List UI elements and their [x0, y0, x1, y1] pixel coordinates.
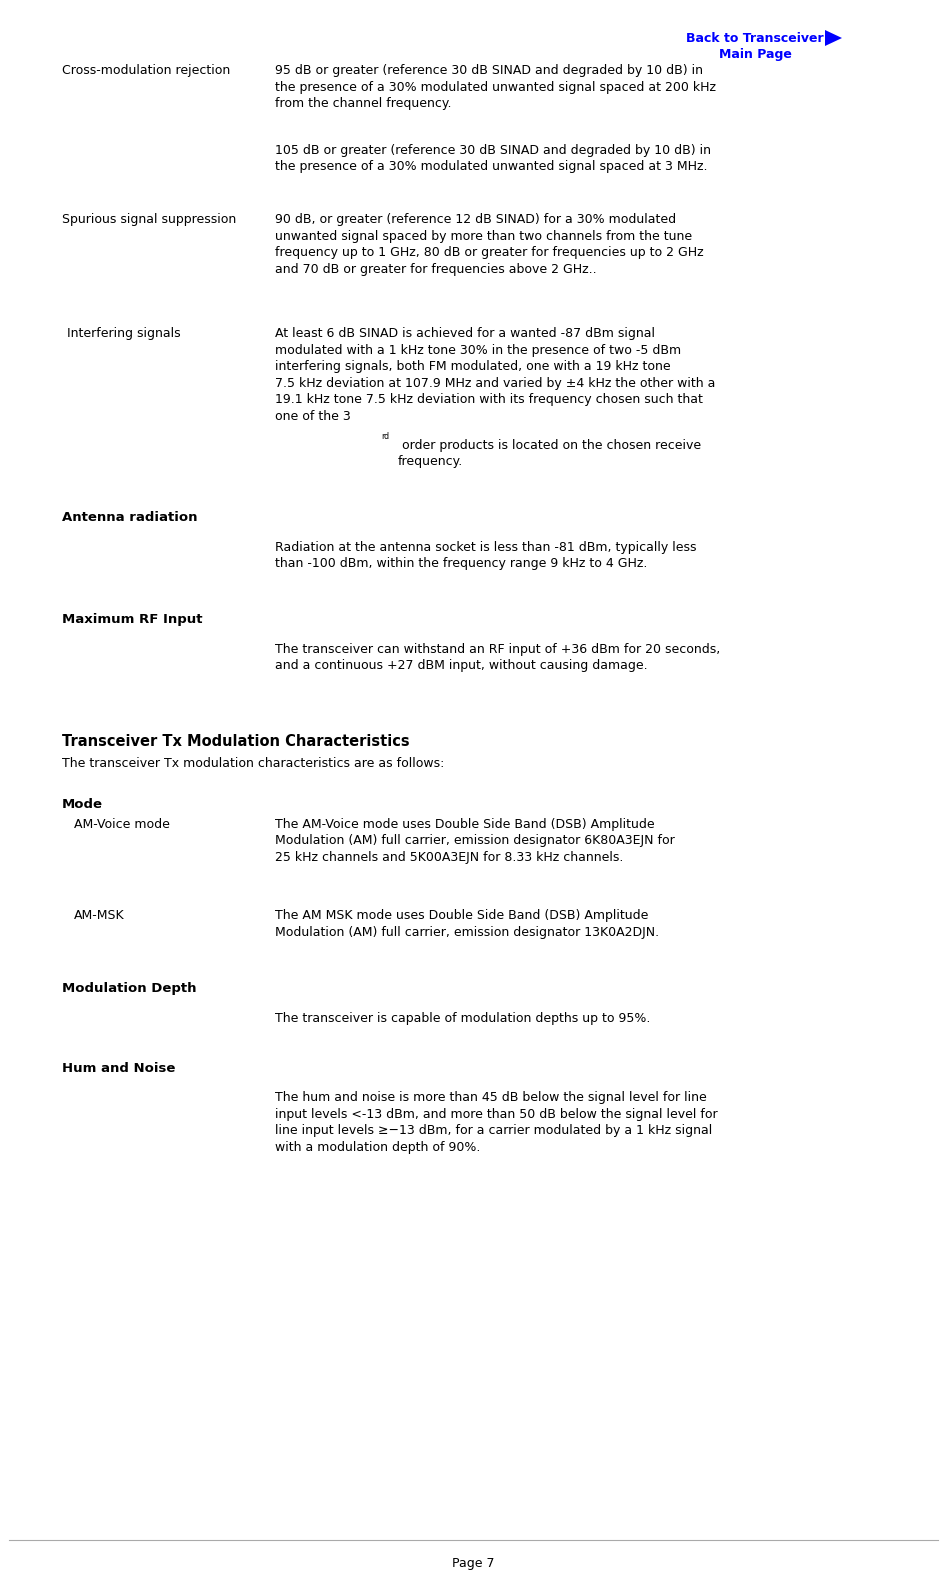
Text: 105 dB or greater (reference 30 dB SINAD and degraded by 10 dB) in
the presence : 105 dB or greater (reference 30 dB SINAD…	[275, 143, 711, 174]
Text: AM-MSK: AM-MSK	[74, 909, 125, 922]
Text: Interfering signals: Interfering signals	[67, 328, 181, 341]
Text: The AM-Voice mode uses Double Side Band (DSB) Amplitude
Modulation (AM) full car: The AM-Voice mode uses Double Side Band …	[275, 818, 675, 863]
Text: Hum and Noise: Hum and Noise	[62, 1062, 175, 1075]
Text: AM-Voice mode: AM-Voice mode	[74, 818, 170, 831]
Text: Transceiver Tx Modulation Characteristics: Transceiver Tx Modulation Characteristic…	[62, 734, 410, 748]
Text: The transceiver is capable of modulation depths up to 95%.: The transceiver is capable of modulation…	[275, 1011, 651, 1025]
Text: Modulation Depth: Modulation Depth	[62, 982, 196, 995]
Polygon shape	[825, 30, 842, 46]
Text: The transceiver Tx modulation characteristics are as follows:: The transceiver Tx modulation characteri…	[62, 756, 444, 769]
Text: 90 dB, or greater (reference 12 dB SINAD) for a 30% modulated
unwanted signal sp: 90 dB, or greater (reference 12 dB SINAD…	[275, 213, 704, 275]
Text: The transceiver can withstand an RF input of +36 dBm for 20 seconds,
and a conti: The transceiver can withstand an RF inpu…	[275, 643, 721, 672]
Text: Mode: Mode	[62, 798, 103, 812]
Text: Radiation at the antenna socket is less than -81 dBm, typically less
than -100 d: Radiation at the antenna socket is less …	[275, 541, 696, 570]
Text: Maximum RF Input: Maximum RF Input	[62, 613, 203, 626]
Text: 95 dB or greater (reference 30 dB SINAD and degraded by 10 dB) in
the presence o: 95 dB or greater (reference 30 dB SINAD …	[275, 64, 716, 110]
Text: order products is located on the chosen receive
frequency.: order products is located on the chosen …	[398, 439, 701, 468]
Text: Page 7: Page 7	[453, 1557, 494, 1570]
Text: Spurious signal suppression: Spurious signal suppression	[62, 213, 236, 226]
Text: Cross-modulation rejection: Cross-modulation rejection	[62, 64, 230, 76]
Text: The hum and noise is more than 45 dB below the signal level for line
input level: The hum and noise is more than 45 dB bel…	[275, 1091, 718, 1154]
Text: rd: rd	[382, 431, 389, 441]
Text: The AM MSK mode uses Double Side Band (DSB) Amplitude
Modulation (AM) full carri: The AM MSK mode uses Double Side Band (D…	[275, 909, 659, 939]
Text: At least 6 dB SINAD is achieved for a wanted -87 dBm signal
modulated with a 1 k: At least 6 dB SINAD is achieved for a wa…	[275, 328, 715, 423]
Text: Back to Transceiver
Main Page: Back to Transceiver Main Page	[687, 32, 824, 60]
Text: Antenna radiation: Antenna radiation	[62, 511, 198, 524]
